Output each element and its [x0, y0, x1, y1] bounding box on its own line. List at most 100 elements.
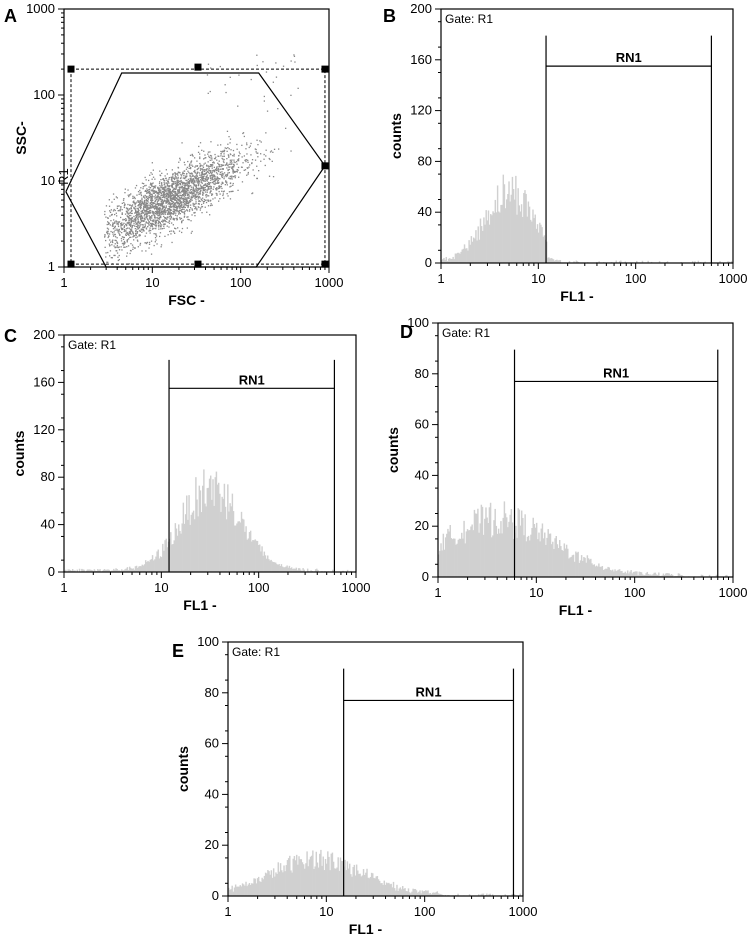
- scatter-point: [197, 187, 199, 190]
- scatter-point: [161, 220, 163, 222]
- histogram-bar: [173, 540, 175, 572]
- scatter-point: [177, 180, 179, 182]
- scatter-point: [220, 185, 222, 188]
- scatter-point: [121, 249, 123, 251]
- scatter-point: [173, 177, 175, 180]
- scatter-point: [130, 222, 132, 224]
- histogram-bar: [726, 574, 728, 577]
- scatter-point: [147, 226, 149, 228]
- scatter-point: [160, 192, 162, 195]
- histogram-bar: [345, 870, 347, 896]
- scatter-point: [189, 181, 191, 183]
- histogram-bar: [450, 538, 453, 577]
- scatter-point: [117, 221, 119, 223]
- scatter-point: [161, 194, 163, 197]
- scatter-point: [150, 253, 153, 255]
- scatter-point: [114, 229, 116, 231]
- histogram-bar: [499, 212, 501, 263]
- scatter-point: [127, 207, 129, 210]
- scatter-point: [198, 182, 200, 184]
- histogram-bar: [276, 564, 278, 572]
- scatter-point: [127, 194, 129, 196]
- scatter-point: [204, 173, 207, 175]
- histogram-bar: [228, 887, 230, 896]
- scatter-point: [133, 215, 135, 218]
- histogram-bar: [468, 894, 471, 896]
- scatter-point: [154, 191, 156, 193]
- scatter-point: [111, 231, 114, 233]
- scatter-point: [156, 217, 158, 219]
- histogram-bar: [170, 532, 172, 572]
- scatter-point: [124, 204, 126, 206]
- scatter-point: [142, 187, 144, 190]
- scatter-point: [173, 231, 175, 233]
- scatter-point: [191, 172, 193, 174]
- scatter-point: [165, 202, 167, 204]
- scatter-point: [293, 54, 295, 56]
- scatter-point: [156, 210, 158, 212]
- scatter-point: [136, 215, 138, 217]
- scatter-point: [206, 168, 208, 170]
- scatter-point: [151, 197, 153, 200]
- scatter-point: [157, 192, 159, 194]
- scatter-point: [118, 228, 120, 231]
- scatter-point: [151, 206, 153, 208]
- scatter-point: [172, 213, 174, 215]
- histogram-bar: [354, 875, 357, 896]
- histogram-bar: [517, 508, 519, 577]
- scatter-point: [185, 190, 188, 193]
- scatter-point: [192, 165, 194, 167]
- scatter-point: [238, 176, 240, 178]
- scatter-point: [126, 227, 129, 229]
- histogram-bar: [149, 559, 151, 572]
- histogram-bar: [492, 211, 494, 263]
- scatter-point: [197, 178, 199, 180]
- scatter-point: [199, 153, 201, 155]
- histogram-bar: [624, 261, 627, 263]
- scatter-point: [177, 205, 179, 208]
- scatter-point: [170, 216, 172, 218]
- scatter-point: [174, 197, 176, 199]
- histogram-bar: [493, 212, 495, 263]
- scatter-point: [130, 207, 132, 209]
- scatter-point: [149, 211, 151, 213]
- scatter-point: [265, 71, 268, 73]
- histogram-bar: [438, 554, 440, 577]
- histogram-bar: [555, 536, 557, 577]
- histogram-bar: [573, 261, 575, 263]
- scatter-point: [263, 153, 265, 156]
- histogram-bar: [444, 537, 447, 577]
- scatter-point: [232, 169, 234, 171]
- scatter-point: [185, 191, 187, 194]
- scatter-point: [143, 226, 145, 229]
- scatter-point: [161, 203, 164, 205]
- scatter-point: [164, 186, 166, 188]
- histogram-bar: [260, 882, 262, 896]
- histogram-bar: [541, 523, 544, 577]
- scatter-point: [157, 223, 159, 225]
- scatter-point: [181, 222, 183, 224]
- scatter-point: [219, 187, 221, 189]
- scatter-point: [142, 230, 144, 232]
- scatter-point: [169, 203, 171, 205]
- scatter-point: [159, 232, 162, 234]
- scatter-point: [182, 199, 185, 201]
- scatter-point: [164, 223, 166, 225]
- scatter-point: [125, 234, 127, 236]
- histogram-bar: [214, 477, 216, 572]
- scatter-point: [207, 186, 210, 188]
- scatter-point: [120, 227, 122, 229]
- histogram-bar: [534, 527, 537, 577]
- scatter-point: [185, 192, 187, 195]
- histogram-bar: [305, 863, 307, 896]
- histogram-bar: [245, 881, 247, 896]
- histogram-bar: [188, 495, 190, 572]
- scatter-point: [237, 160, 240, 162]
- scatter-point: [275, 76, 278, 78]
- scatter-point: [233, 153, 235, 155]
- scatter-point: [145, 250, 147, 252]
- scatter-point: [218, 190, 220, 193]
- y-tick-label: 120: [33, 422, 55, 437]
- histogram-bar: [67, 569, 69, 572]
